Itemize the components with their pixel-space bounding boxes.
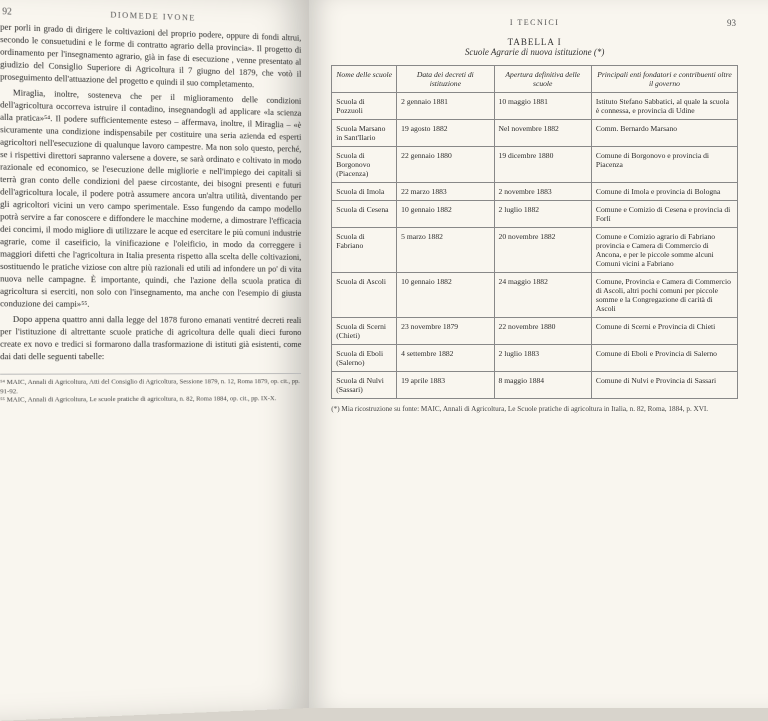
table-row: Scuola di Borgonovo (Piacenza)22 gennaio… [332, 147, 738, 183]
table-cell: Comm. Bernardo Marsano [591, 120, 737, 147]
table-cell: Scuola di Cesena [332, 201, 397, 228]
table-cell: Scuola di Eboli (Salerno) [332, 345, 397, 372]
table-row: Scuola di Cesena10 gennaio 18822 luglio … [332, 201, 738, 228]
table-cell: 10 gennaio 1882 [397, 273, 494, 318]
table-cell: Comune, Provincia e Camera di Commercio … [591, 273, 737, 318]
table-cell: Comune di Imola e provincia di Bologna [591, 183, 737, 201]
paragraph: Miraglia, inoltre, sosteneva che per il … [0, 87, 301, 313]
right-page: 93 I TECNICI TABELLA I Scuole Agrarie di… [309, 0, 768, 708]
table-cell: Comune di Nulvi e Provincia di Sassari [591, 372, 737, 399]
paragraph: per porli in grado di dirigere le coltiv… [0, 21, 301, 92]
scuole-table: Nome delle scuole Data dei decreti di is… [331, 65, 738, 399]
running-head-right: I TECNICI [331, 18, 738, 27]
table-cell: 19 agosto 1882 [397, 120, 494, 147]
table-footnote: (*) Mia ricostruzione su fonte: MAIC, An… [331, 405, 738, 414]
table-cell: 20 novembre 1882 [494, 228, 591, 273]
table-row: Scuola di Fabriano5 marzo 188220 novembr… [332, 228, 738, 273]
table-cell: 5 marzo 1882 [397, 228, 494, 273]
col-header: Nome delle scuole [332, 66, 397, 93]
table-cell: Nel novembre 1882 [494, 120, 591, 147]
table-cell: Scuola di Fabriano [332, 228, 397, 273]
table-title: TABELLA I [331, 37, 738, 47]
col-header: Principali enti fondatori e contribuenti… [591, 66, 737, 93]
left-body-text: per porli in grado di dirigere le coltiv… [0, 21, 301, 363]
table-row: Scuola di Ascoli10 gennaio 188224 maggio… [332, 273, 738, 318]
table-cell: 4 settembre 1882 [397, 345, 494, 372]
table-cell: Comune e Comizio di Cesena e provincia d… [591, 201, 737, 228]
table-cell: 8 maggio 1884 [494, 372, 591, 399]
table-row: Scuola di Eboli (Salerno)4 settembre 188… [332, 345, 738, 372]
table-subtitle: Scuole Agrarie di nuova istituzione (*) [331, 47, 738, 57]
page-number-right: 93 [727, 18, 736, 28]
book-spread: 92 DIOMEDE IVONE per porli in grado di d… [0, 0, 768, 680]
table-cell: 10 maggio 1881 [494, 93, 591, 120]
table-cell: 10 gennaio 1882 [397, 201, 494, 228]
table-cell: Comune di Scerni e Provincia di Chieti [591, 318, 737, 345]
table-row: Scuola di Scerni (Chieti)23 novembre 187… [332, 318, 738, 345]
table-cell: 19 dicembre 1880 [494, 147, 591, 183]
table-cell: 22 marzo 1883 [397, 183, 494, 201]
footnotes: ⁵⁴ MAIC, Annali di Agricoltura, Atti del… [0, 373, 301, 405]
table-cell: 2 novembre 1883 [494, 183, 591, 201]
table-cell: Istituto Stefano Sabbatici, al quale la … [591, 93, 737, 120]
col-header: Data dei decreti di istituzione [397, 66, 494, 93]
table-cell: Comune di Borgonovo e provincia di Piace… [591, 147, 737, 183]
table-cell: Scuola di Pozzuoli [332, 93, 397, 120]
table-cell: Scuola di Scerni (Chieti) [332, 318, 397, 345]
left-page: 92 DIOMEDE IVONE per porli in grado di d… [0, 0, 309, 721]
footnote: ⁵⁴ MAIC, Annali di Agricoltura, Atti del… [0, 378, 301, 396]
paragraph: Dopo appena quattro anni dalla legge del… [0, 314, 301, 364]
table-cell: 22 gennaio 1880 [397, 147, 494, 183]
table-cell: Comune e Comizio agrario di Fabriano pro… [591, 228, 737, 273]
table-row: Scuola Marsano in Sant'Ilario19 agosto 1… [332, 120, 738, 147]
table-cell: 19 aprile 1883 [397, 372, 494, 399]
table-row: Scuola di Pozzuoli2 gennaio 188110 maggi… [332, 93, 738, 120]
table-cell: Scuola di Borgonovo (Piacenza) [332, 147, 397, 183]
table-cell: Comune di Eboli e Provincia di Salerno [591, 345, 737, 372]
table-cell: 2 luglio 1883 [494, 345, 591, 372]
table-row: Scuola di Imola22 marzo 18832 novembre 1… [332, 183, 738, 201]
col-header: Apertura definitiva delle scuole [494, 66, 591, 93]
page-number-left: 92 [2, 6, 12, 17]
table-cell: Scuola di Ascoli [332, 273, 397, 318]
table-cell: Scuola di Nulvi (Sassari) [332, 372, 397, 399]
table-cell: 2 gennaio 1881 [397, 93, 494, 120]
table-cell: 24 maggio 1882 [494, 273, 591, 318]
footnote: ⁵⁵ MAIC, Annali di Agricoltura, Le scuol… [0, 395, 301, 405]
table-cell: Scuola Marsano in Sant'Ilario [332, 120, 397, 147]
table-header-row: Nome delle scuole Data dei decreti di is… [332, 66, 738, 93]
table-cell: 23 novembre 1879 [397, 318, 494, 345]
table-cell: 2 luglio 1882 [494, 201, 591, 228]
table-row: Scuola di Nulvi (Sassari)19 aprile 18838… [332, 372, 738, 399]
table-cell: Scuola di Imola [332, 183, 397, 201]
table-cell: 22 novembre 1880 [494, 318, 591, 345]
